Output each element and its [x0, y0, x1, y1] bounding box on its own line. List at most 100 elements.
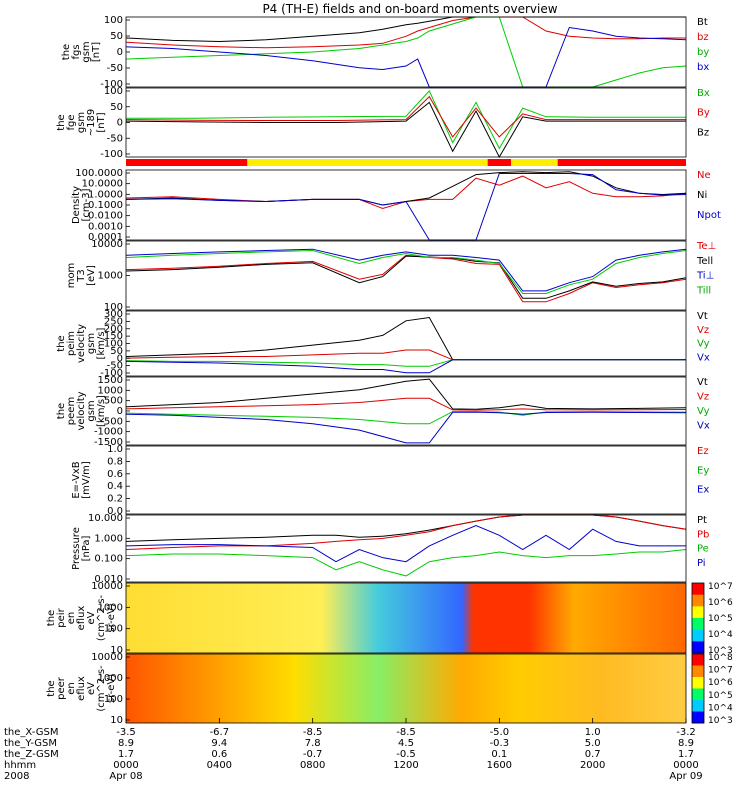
footer-row-label: hhmm	[4, 760, 36, 771]
legend-entry: Ti⊥	[696, 271, 714, 282]
ylabel-line: fgs	[71, 44, 82, 59]
mode-bar-segment	[511, 159, 558, 166]
ylabel-line: eflux	[76, 676, 87, 701]
ytick-label: -100	[100, 79, 123, 90]
panel-peir-eflux: 10^7 10^6 10^5 10^4 10^3 10000 1000 100 10 thepei…	[46, 581, 733, 656]
colorbar-segment	[692, 594, 704, 607]
ylabel-line: the	[56, 403, 67, 419]
ylabel: thepeemvelocitygsm[km/s]	[56, 391, 107, 430]
footer-cell: -0.7	[303, 749, 323, 760]
series-line-Vx	[125, 411, 687, 444]
legend-entry: Bx	[697, 88, 710, 99]
ytick-label: 150	[104, 331, 123, 342]
series-line-Tell	[125, 255, 687, 299]
mode-bar-segment	[557, 159, 686, 166]
ylabel-line: eV	[86, 611, 97, 624]
ytick-label: 0.6	[107, 469, 123, 480]
ylabel-line: the	[46, 680, 57, 696]
ytick-label: 50	[110, 31, 123, 42]
ytick-label: 100	[104, 339, 123, 350]
ytick-label: 0.4	[107, 481, 123, 492]
series-line-Pt	[125, 514, 687, 542]
ytick-label: 0	[117, 353, 123, 364]
colorbar-segment	[692, 665, 704, 678]
ylabel-line: [nPa]	[81, 535, 92, 561]
ytick-label: 0	[117, 406, 123, 417]
footer-cell: 8.9	[118, 738, 134, 749]
ylabel-line: peem	[66, 397, 77, 425]
ytick-label: 1.0000	[88, 189, 123, 200]
footer-cell: -3.5	[116, 727, 136, 738]
ytick-label: 200	[104, 324, 123, 335]
ylabel-line: en	[66, 612, 77, 625]
series-line-Vt	[125, 316, 686, 361]
ylabel-line: eflux	[76, 606, 87, 631]
colorbar-segment	[692, 654, 704, 666]
series-line-Ti⊥	[125, 248, 687, 292]
legend-entry: Bt	[697, 17, 708, 28]
series-line-Te⊥	[125, 254, 687, 303]
footer-cell: 1600	[487, 760, 512, 771]
legend-entry: by	[697, 47, 709, 58]
ylabel-line: the	[46, 610, 57, 626]
panel-frame	[125, 445, 687, 515]
series-line-Vx	[125, 359, 686, 374]
ytick-label: 100	[104, 302, 123, 313]
legend-entry: Till	[696, 285, 711, 296]
colorbar-segment	[692, 606, 704, 619]
panel-frame	[125, 582, 687, 654]
ytick-label: 100.0000	[75, 168, 123, 179]
ylabel-line: eV	[86, 682, 97, 695]
mode-bar-segment	[126, 159, 248, 166]
ytick-label: 1500	[98, 375, 123, 386]
ytick-label: 1000	[98, 673, 123, 684]
series-line-By	[125, 95, 686, 138]
ytick-label: 10	[110, 645, 123, 656]
footer-cell: 1.0	[585, 727, 601, 738]
legend-entry: Pt	[697, 515, 707, 526]
series-line-Pb	[125, 514, 687, 550]
footer-cell: -6.7	[210, 727, 230, 738]
legend-entry: Te⊥	[696, 241, 716, 252]
ylabel-line: en	[66, 682, 77, 695]
ytick-label: 1.0	[107, 444, 123, 455]
ylabel-line: velocity	[76, 324, 87, 363]
ytick-label: 0.0	[107, 506, 123, 517]
series-line-Till	[125, 249, 687, 294]
legend-entry: Vz	[697, 325, 709, 336]
ylabel-line: E=-VxB	[71, 461, 82, 498]
ytick-label: 100	[104, 15, 123, 26]
ylabel-line: peir	[56, 607, 67, 627]
ytick-label: 100	[104, 694, 123, 705]
ytick-label: 0.8	[107, 456, 123, 467]
footer-cell: 0000	[673, 760, 698, 771]
ytick-label: 0.1000	[88, 200, 123, 211]
ytick-label: 0.0001	[88, 232, 123, 243]
ylabel: Pressure[nPa]	[71, 527, 92, 570]
ylabel-line: [eV]	[86, 265, 97, 286]
ylabel-line: [nT]	[91, 42, 102, 62]
footer-cell: 4.5	[398, 738, 414, 749]
ytick-label: 1000	[98, 385, 123, 396]
mode-bar-segment	[247, 159, 488, 166]
series-line-Bz	[125, 101, 686, 159]
colorbar-segment	[692, 629, 704, 642]
panels: 100500-50-100thefgsgsm[nT]100500-50-100t…	[46, 15, 733, 726]
colorbar-segment	[692, 618, 704, 631]
ytick-label: 0.0010	[88, 221, 123, 232]
colorbar-segment	[692, 677, 704, 689]
heatmap-image	[126, 654, 686, 723]
ytick-label: 300	[104, 309, 123, 320]
legend-entry: bx	[697, 62, 709, 73]
legend-entry: Vz	[697, 392, 709, 403]
footer-cell: 1.7	[118, 749, 134, 760]
ytick-label: 10000	[91, 652, 123, 663]
footer-cell: 0400	[207, 760, 232, 771]
legend-entry: Pb	[697, 529, 709, 540]
legend-entry: Ey	[697, 465, 709, 476]
legend-entry: Ni	[697, 190, 707, 201]
footer-cell: -8.5	[396, 727, 416, 738]
ytick-label: 10.0000	[82, 179, 123, 190]
ytick-label: 10000	[91, 239, 123, 250]
